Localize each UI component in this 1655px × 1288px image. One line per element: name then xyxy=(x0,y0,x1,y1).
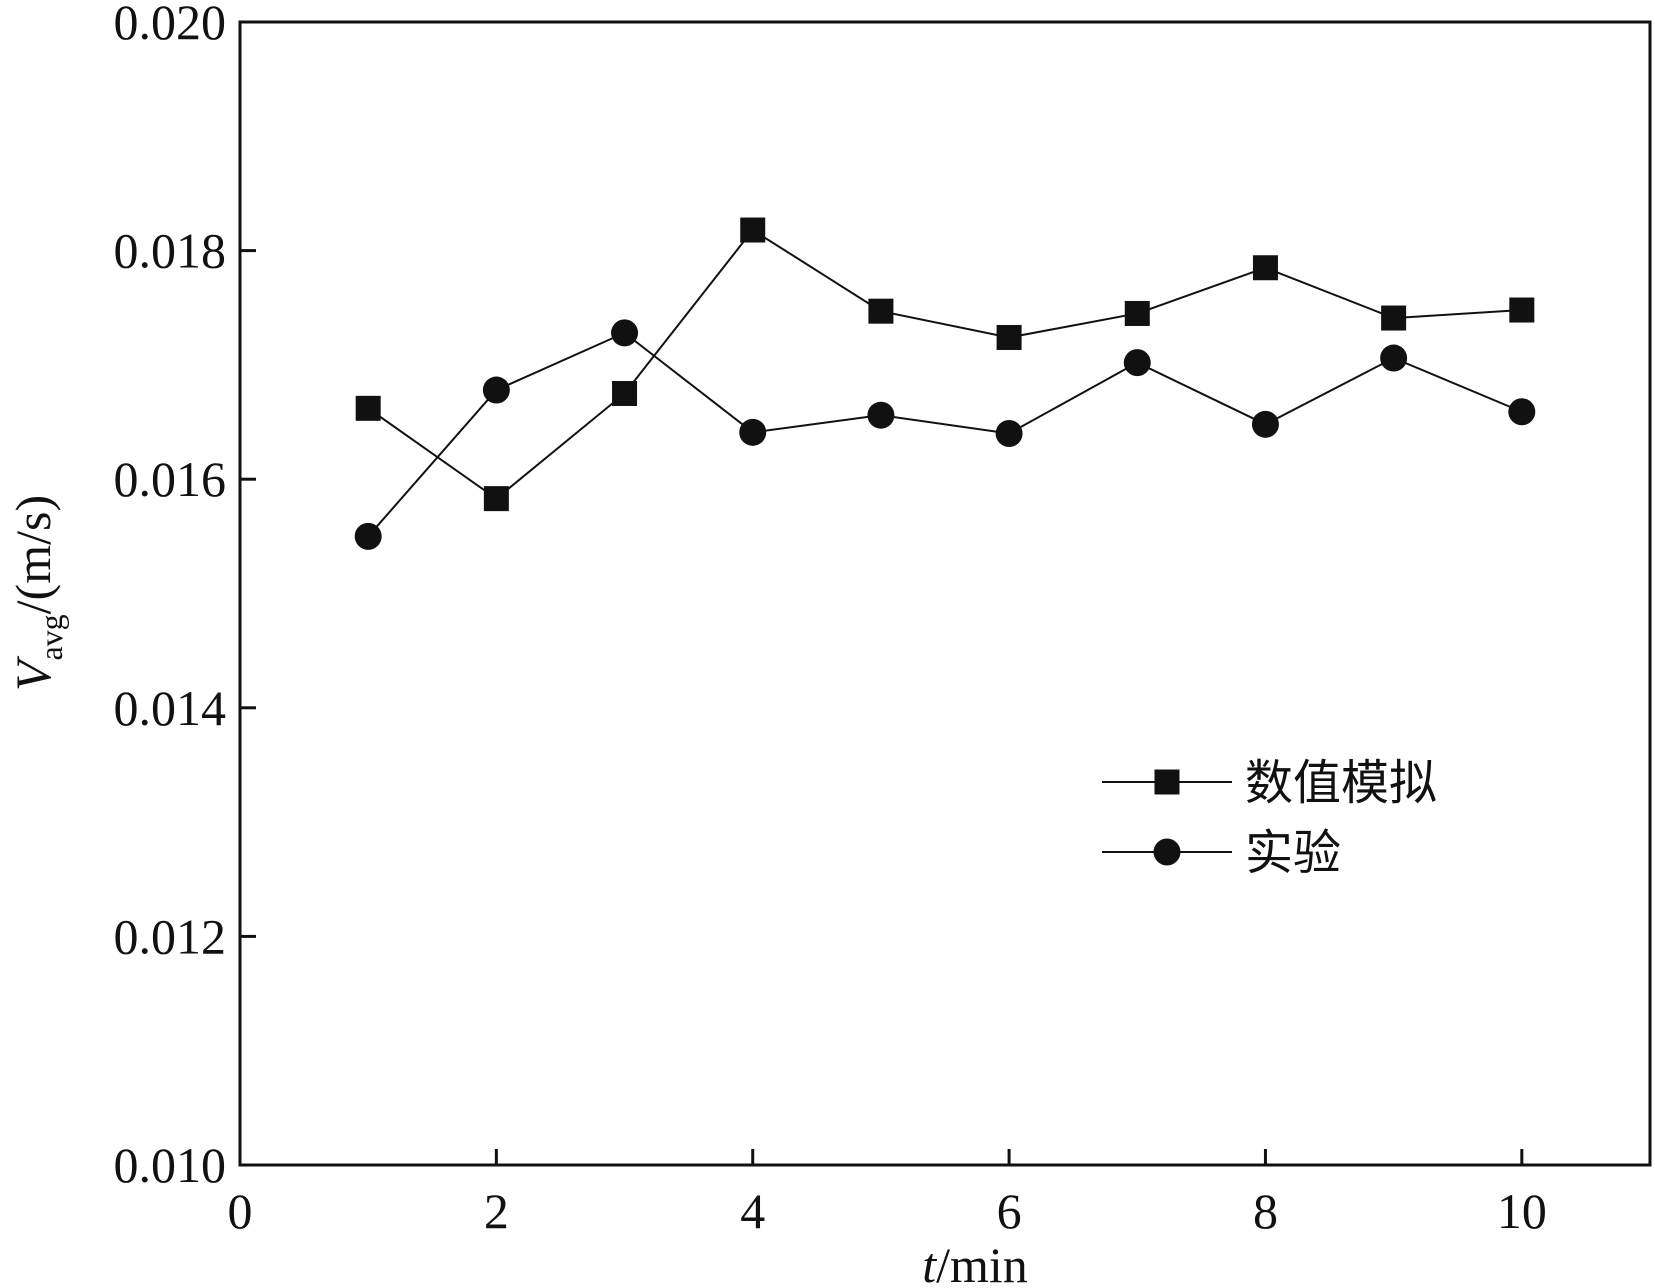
data-point-circle xyxy=(354,522,382,550)
x-axis: 0 2 4 6 8 10 xyxy=(228,1149,1547,1239)
data-point-square xyxy=(483,486,509,512)
y-axis: 0.010 0.012 0.014 0.016 0.018 0.020 xyxy=(114,0,256,1193)
y-tick-label: 0.016 xyxy=(114,451,227,507)
data-point-square xyxy=(1124,300,1150,326)
series-line xyxy=(367,331,1523,538)
legend-marker xyxy=(1153,838,1181,866)
data-point-square xyxy=(996,324,1022,350)
y-tick-label: 0.018 xyxy=(114,223,227,279)
data-point-circle xyxy=(1123,349,1151,377)
y-axis-title: Vavg/(m/s) xyxy=(5,495,69,691)
legend-label: 数值模拟 xyxy=(1245,755,1437,811)
data-point-circle xyxy=(1251,410,1279,438)
data-point-square xyxy=(740,217,766,243)
x-tick-label: 10 xyxy=(1497,1183,1547,1239)
plot-area: 0.010 0.012 0.014 0.016 0.018 0.020 0 2 4 6 8 10 xyxy=(114,0,1652,1239)
data-point-square xyxy=(868,298,894,324)
x-axis-title: t/min xyxy=(922,1237,1028,1288)
legend-label: 实验 xyxy=(1245,825,1341,881)
series-layer xyxy=(354,217,1536,550)
y-tick-label: 0.020 xyxy=(114,0,227,50)
plot-frame xyxy=(238,20,1652,1167)
y-tick-label: 0.014 xyxy=(114,680,227,736)
data-point-circle xyxy=(739,418,767,446)
series-1 xyxy=(355,217,1535,512)
data-point-circle xyxy=(1380,344,1408,372)
series-2 xyxy=(354,319,1536,550)
data-point-square xyxy=(1252,255,1278,281)
data-point-square xyxy=(1381,305,1407,331)
data-point-circle xyxy=(482,376,510,404)
data-point-circle xyxy=(867,401,895,429)
data-point-circle xyxy=(1508,398,1536,426)
data-point-circle xyxy=(611,319,639,347)
data-point-square xyxy=(1509,297,1535,323)
data-point-square xyxy=(612,380,638,406)
y-tick-label: 0.012 xyxy=(114,908,227,964)
x-tick-label: 2 xyxy=(484,1183,509,1239)
data-point-circle xyxy=(995,419,1023,447)
x-tick-label: 6 xyxy=(997,1183,1022,1239)
x-tick-label: 8 xyxy=(1253,1183,1278,1239)
x-tick-label: 4 xyxy=(740,1183,765,1239)
y-tick-label: 0.010 xyxy=(114,1137,227,1193)
data-point-square xyxy=(355,395,381,421)
legend-marker xyxy=(1154,769,1180,795)
x-tick-label: 0 xyxy=(228,1183,253,1239)
series-line xyxy=(367,228,1522,500)
